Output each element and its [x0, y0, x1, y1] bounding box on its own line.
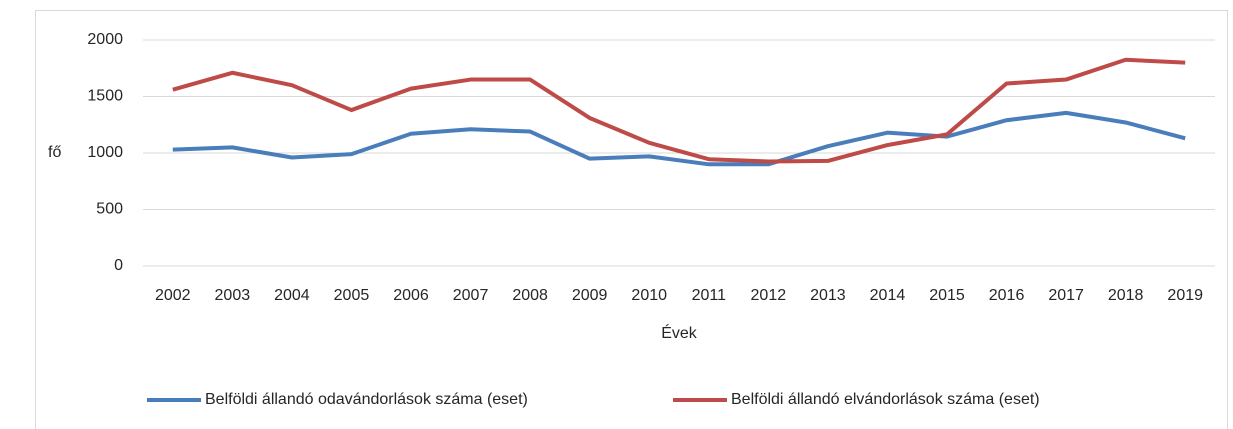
- x-tick-label: 2012: [751, 287, 787, 304]
- x-tick-label: 2013: [810, 287, 846, 304]
- chart-border: [35, 10, 1228, 429]
- series-line: [172, 57, 1186, 164]
- x-axis-title: Évek: [661, 323, 698, 342]
- x-tick-label: 2006: [393, 287, 429, 304]
- x-tick-label: 2007: [453, 287, 489, 304]
- x-tick-label: 2015: [929, 287, 965, 304]
- y-tick-label: 500: [96, 201, 123, 218]
- x-tick-label: 2018: [1108, 287, 1144, 304]
- x-tick-label: 2002: [155, 287, 191, 304]
- x-tick-label: 2009: [572, 287, 608, 304]
- x-tick-label: 2003: [215, 287, 251, 304]
- x-tick-label: 2016: [989, 287, 1025, 304]
- x-tick-label: 2010: [631, 287, 667, 304]
- x-tick-label: 2008: [512, 287, 548, 304]
- legend-label: Belföldi állandó elvándorlások száma (es…: [731, 391, 1040, 408]
- y-tick-label: 1000: [87, 144, 123, 161]
- x-tick-label: 2004: [274, 287, 310, 304]
- x-tick-label: 2017: [1048, 287, 1084, 304]
- x-tick-label: 2011: [692, 287, 727, 304]
- x-tick-label: 2019: [1167, 287, 1203, 304]
- x-tick-label: 2014: [870, 287, 906, 304]
- series-line: [172, 110, 1186, 167]
- y-tick-label: 0: [114, 257, 123, 274]
- y-tick-label: 2000: [87, 31, 123, 48]
- legend-label: Belföldi állandó odavándorlások száma (e…: [205, 391, 528, 408]
- x-tick-label: 2005: [334, 287, 370, 304]
- y-tick-label: 1500: [87, 88, 123, 105]
- y-axis-label: fő: [48, 144, 61, 161]
